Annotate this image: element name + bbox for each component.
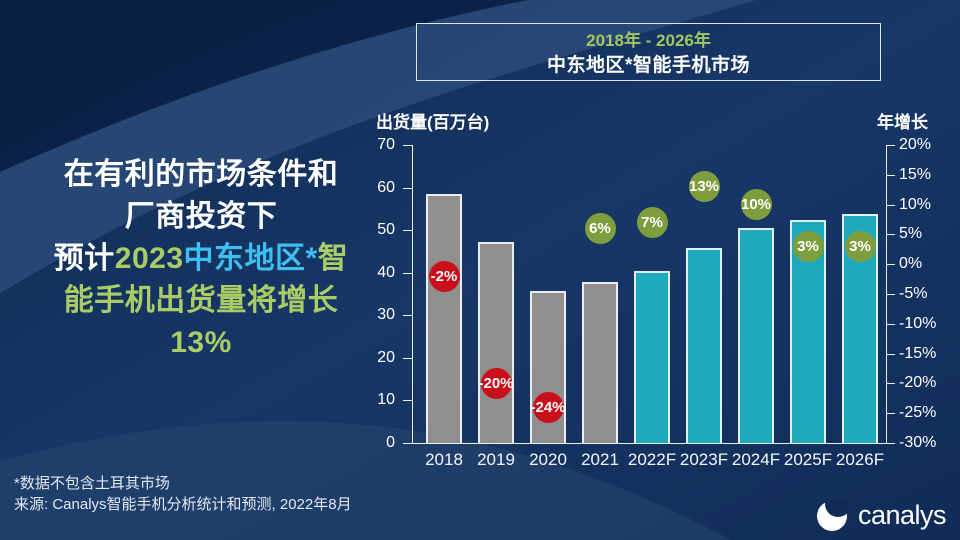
left-axis-tick-label: 30	[377, 306, 395, 324]
growth-marker-2025F: 3%	[792, 230, 824, 262]
right-axis-tick-mark	[886, 145, 895, 146]
left-axis-tick-mark	[403, 357, 412, 359]
right-axis-tick-mark	[886, 294, 895, 295]
footnote-exclusion: *数据不包含土耳其市场	[14, 475, 170, 492]
left-axis-tick-label: 50	[377, 221, 395, 239]
right-axis-title: 年增长	[877, 113, 928, 132]
right-axis-tick-label: 10%	[899, 195, 932, 213]
left-axis-tick-mark	[403, 443, 412, 444]
right-axis-tick-mark	[886, 353, 895, 355]
x-axis-label-2023F: 2023F	[679, 450, 729, 469]
growth-marker-2022F: 7%	[636, 206, 668, 238]
left-axis-line	[412, 145, 413, 443]
left-axis-tick-label: 70	[377, 136, 395, 153]
right-axis-tick-mark	[886, 264, 895, 266]
headline-year: 2023	[114, 242, 184, 275]
canalys-logo-icon	[816, 498, 849, 531]
left-axis-tick-mark	[403, 230, 412, 232]
left-axis-tick-mark	[403, 272, 412, 274]
canalys-logo-text: canalys	[857, 499, 947, 530]
bar-2023F	[686, 247, 722, 443]
bar-2018	[426, 193, 462, 443]
x-axis-label-2022F: 2022F	[627, 450, 677, 469]
headline-line2: 厂商投资下	[124, 200, 278, 233]
right-axis-tick-mark	[886, 383, 895, 385]
bar-2024F	[738, 227, 774, 443]
growth-marker-2024F: 10%	[740, 189, 772, 221]
right-axis-tick-label: -20%	[899, 374, 937, 392]
right-axis-tick-mark	[886, 234, 895, 236]
x-axis-label-2024F: 2024F	[731, 450, 781, 469]
x-axis-label-2019: 2019	[477, 450, 515, 469]
growth-marker-2020: -24%	[530, 391, 566, 423]
x-axis-label-2026F: 2026F	[835, 450, 885, 469]
growth-marker-2019: -20%	[478, 367, 514, 399]
left-axis-title: 出货量(百万台)	[376, 113, 490, 132]
growth-marker-2023F: 13%	[688, 171, 720, 203]
right-axis-tick-label: -25%	[899, 404, 937, 422]
left-axis-tick-mark	[403, 400, 412, 402]
bottom-axis-line	[412, 443, 887, 444]
bar-2019	[478, 241, 514, 443]
left-axis-tick-mark	[403, 145, 412, 146]
left-axis-tick-label: 60	[377, 178, 395, 196]
right-axis-tick-label: 5%	[899, 225, 923, 243]
headline-line1: 在有利的市场条件和	[63, 158, 339, 191]
chart-title-period: 2018年 - 2026年	[586, 31, 711, 50]
left-axis-tick-mark	[403, 315, 412, 317]
right-axis-tick-label: -15%	[899, 344, 937, 362]
right-axis-tick-mark	[886, 204, 895, 206]
footnote-source: 来源: Canalys智能手机分析统计和预测, 2022年8月	[14, 496, 352, 513]
chart-title-subtitle: 中东地区*智能手机市场	[547, 55, 750, 76]
growth-marker-2026F: 3%	[844, 230, 876, 262]
right-axis-tick-label: 15%	[899, 165, 932, 183]
right-axis-tick-label: 0%	[899, 255, 923, 273]
headline-growth-value: 13%	[170, 326, 232, 359]
chart-title-box: 2018年 - 2026年 中东地区*智能手机市场	[416, 23, 881, 81]
right-axis-tick-label: 20%	[899, 136, 932, 153]
right-axis-tick-mark	[886, 443, 895, 444]
x-axis-label-2020: 2020	[529, 450, 567, 469]
x-axis-label-2018: 2018	[425, 450, 463, 469]
left-axis-tick-label: 10	[377, 391, 395, 409]
growth-marker-2018: -2%	[428, 260, 460, 292]
left-axis-tick-mark	[403, 187, 412, 189]
right-axis-tick-label: -10%	[899, 314, 937, 332]
right-axis-tick-mark	[886, 174, 895, 176]
headline-line3-prefix: 预计	[53, 242, 115, 275]
bar-2021	[582, 281, 618, 443]
growth-marker-2021: 6%	[584, 212, 616, 244]
canalys-logo: canalys	[815, 498, 947, 532]
x-axis-label-2021: 2021	[581, 450, 619, 469]
bar-2022F	[634, 270, 670, 443]
x-axis-label-2025F: 2025F	[783, 450, 833, 469]
left-axis-tick-label: 0	[386, 434, 395, 451]
headline: 在有利的市场条件和 厂商投资下 预计2023中东地区*智 能手机出货量将增长 1…	[12, 154, 390, 364]
headline-line3-tail: 智	[317, 242, 349, 275]
headline-line4: 能手机出货量将增长	[63, 284, 339, 317]
headline-region: 中东地区*	[183, 242, 318, 275]
left-axis-tick-label: 40	[377, 263, 395, 281]
right-axis-tick-label: -5%	[899, 285, 928, 302]
left-axis-tick-label: 20	[377, 348, 395, 366]
right-axis-tick-mark	[886, 323, 895, 325]
right-axis-tick-label: -30%	[899, 434, 937, 451]
right-axis-tick-mark	[886, 413, 895, 415]
